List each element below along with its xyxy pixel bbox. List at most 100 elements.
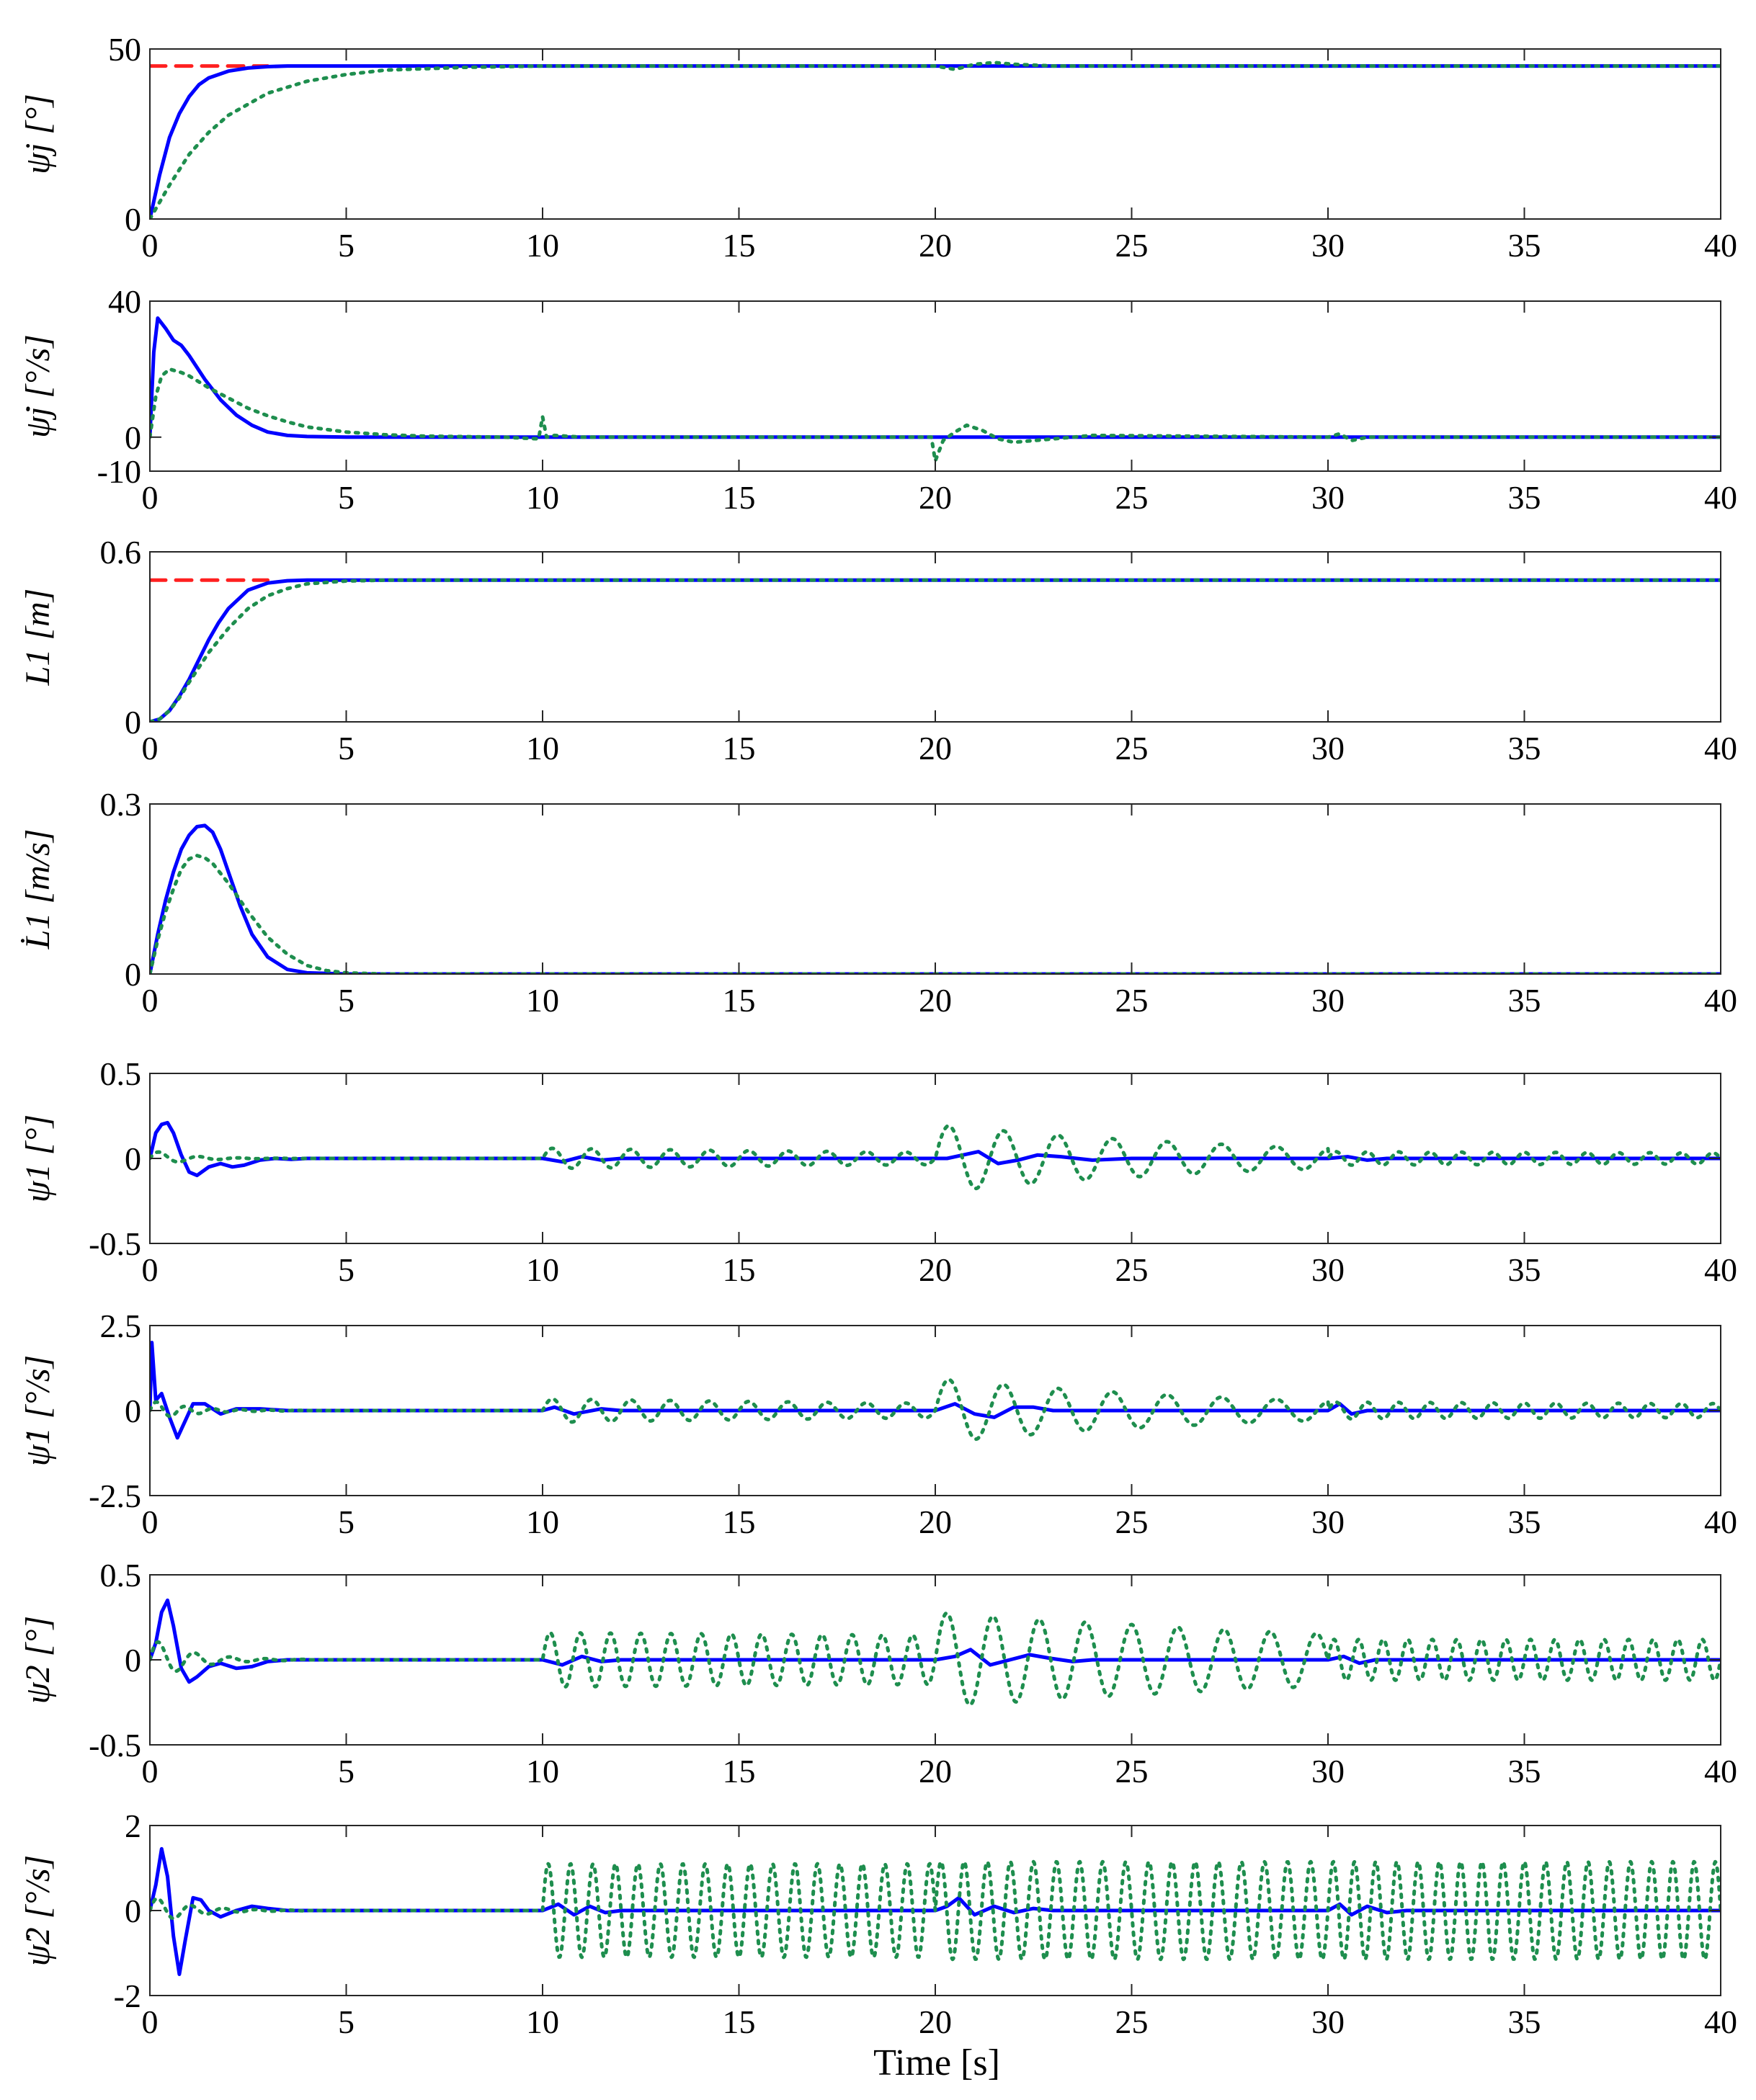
x-tick-label: 5 xyxy=(338,1753,355,1790)
blue-solid-line xyxy=(150,823,1721,974)
x-tick-label: 10 xyxy=(526,1753,559,1790)
y-tick-label: 50 xyxy=(108,31,141,68)
x-tick-label: 0 xyxy=(142,1753,159,1790)
x-tick-label: 5 xyxy=(338,227,355,264)
series-group xyxy=(150,823,1721,974)
green-dotted-line xyxy=(150,578,1721,722)
subplot-2: 0 5 10 15 20 25 30 35 40 -100 40 ψ̇j [°/s] xyxy=(19,283,1737,516)
x-tick-label: 20 xyxy=(919,982,952,1019)
series-group xyxy=(150,1341,1721,1442)
x-tick-label: 15 xyxy=(723,479,756,516)
blue-solid-line xyxy=(150,316,1721,439)
blue-solid-line xyxy=(150,578,1721,722)
x-tick-label: 40 xyxy=(1704,1753,1737,1790)
x-tick-label: 15 xyxy=(723,2003,756,2040)
x-tick-label: 0 xyxy=(142,1251,159,1288)
x-tick-label: 5 xyxy=(338,730,355,767)
x-tick-label: 20 xyxy=(919,1251,952,1288)
subplot-7: 0 5 10 15 20 25 30 35 40-0.500.5ψ2 [°] xyxy=(19,1557,1737,1790)
y-tick-label: 0.5 xyxy=(100,1557,142,1594)
x-tick-label: 0 xyxy=(142,1503,159,1540)
y-tick-label: 0 xyxy=(125,704,141,741)
x-tick-label: 15 xyxy=(723,1503,756,1540)
y-axis-label: ψ̇2 [°/s] xyxy=(19,1855,57,1966)
x-tick-label: 10 xyxy=(526,227,559,264)
y-axis-label: ψj [°] xyxy=(19,94,57,174)
x-tick-label: 10 xyxy=(526,2003,559,2040)
x-tick-label: 15 xyxy=(723,1251,756,1288)
x-tick-label: 35 xyxy=(1508,2003,1541,2040)
y-tick-label: -2 xyxy=(114,1978,141,2014)
subplot-5: 0 5 10 15 20 25 30 35 40-0.500.5ψ1 [°] xyxy=(19,1055,1737,1288)
x-tick-label: 0 xyxy=(142,730,159,767)
y-axis-label: ψ2 [°] xyxy=(19,1616,57,1704)
y-axis-label: L̇1 [m/s] xyxy=(19,829,57,950)
y-tick-label: 2 xyxy=(125,1808,141,1844)
y-tick-label: -0.5 xyxy=(89,1225,141,1262)
x-tick-label: 15 xyxy=(723,1753,756,1790)
subplot-1: 0 5 10 15 20 25 30 35 40 0 50 ψj [°] xyxy=(19,31,1737,264)
x-tick-label: 30 xyxy=(1311,1753,1345,1790)
x-tick-label: 30 xyxy=(1311,227,1345,264)
x-tick-label: 40 xyxy=(1704,479,1737,516)
x-tick-label: 40 xyxy=(1704,1503,1737,1540)
x-tick-label: 0 xyxy=(142,479,159,516)
x-tick-label: 5 xyxy=(338,479,355,516)
x-tick-label: 30 xyxy=(1311,1251,1345,1288)
x-tick-label: 25 xyxy=(1115,227,1149,264)
x-tick-label: 5 xyxy=(338,2003,355,2040)
x-tick-label: 20 xyxy=(919,1753,952,1790)
green-dotted-line xyxy=(150,1377,1721,1442)
x-tick-label: 15 xyxy=(723,227,756,264)
x-tick-label: 25 xyxy=(1115,2003,1149,2040)
y-tick-label: 0.6 xyxy=(100,534,142,571)
y-tick-label: 0 xyxy=(125,1140,141,1177)
x-tick-label: 5 xyxy=(338,1503,355,1540)
x-tick-label: 40 xyxy=(1704,2003,1737,2040)
x-tick-label: 40 xyxy=(1704,982,1737,1019)
axes-frame xyxy=(149,48,1721,220)
green-dotted-line xyxy=(150,1859,1721,1962)
y-tick-label: 0 xyxy=(125,1393,141,1429)
x-tick-label: 20 xyxy=(919,1503,952,1540)
x-tick-label: 30 xyxy=(1311,479,1345,516)
y-axis-label: ψ̇1 [°/s] xyxy=(19,1355,57,1466)
x-tick-label: 0 xyxy=(142,2003,159,2040)
x-tick-label: 10 xyxy=(526,479,559,516)
series-group xyxy=(150,61,1721,219)
y-tick-label: 2.5 xyxy=(100,1308,142,1344)
y-tick-label: 0.3 xyxy=(100,786,142,823)
x-tick-label: 15 xyxy=(723,730,756,767)
x-tick-label: 25 xyxy=(1115,1251,1149,1288)
axes-frame xyxy=(149,300,1721,472)
green-dotted-line xyxy=(150,854,1721,974)
x-tick-label: 35 xyxy=(1508,479,1541,516)
y-axis-label: L1 [m] xyxy=(19,589,57,687)
x-tick-label: 20 xyxy=(919,479,952,516)
y-tick-label: 0 xyxy=(125,419,141,456)
x-axis-label: Time [s] xyxy=(873,2042,1000,2083)
series-group xyxy=(150,316,1721,463)
x-tick-label: 40 xyxy=(1704,1251,1737,1288)
x-tick-label: 40 xyxy=(1704,730,1737,767)
subplot-3: 0 5 10 15 20 25 30 35 40 0 0.6 L1 [m] xyxy=(19,534,1737,767)
x-tick-label: 30 xyxy=(1311,1503,1345,1540)
y-tick-label: -0.5 xyxy=(89,1727,141,1764)
y-tick-label: -2.5 xyxy=(89,1478,141,1514)
x-tick-label: 10 xyxy=(526,730,559,767)
x-tick-label: 0 xyxy=(142,982,159,1019)
y-tick-label: 0 xyxy=(125,1642,141,1679)
x-tick-label: 40 xyxy=(1704,227,1737,264)
y-tick-label: 0 xyxy=(125,1893,141,1929)
x-tick-label: 20 xyxy=(919,227,952,264)
x-tick-label: 25 xyxy=(1115,1503,1149,1540)
green-dotted-line xyxy=(150,367,1721,463)
axes-frame xyxy=(149,803,1721,975)
x-tick-label: 35 xyxy=(1508,1503,1541,1540)
subplot-4: 0 5 10 15 20 25 30 35 40 0 0.3 L̇1 [m/s] xyxy=(19,786,1737,1019)
y-tick-label: 40 xyxy=(108,283,141,320)
subplot-6: 0 5 10 15 20 25 30 35 40-2.502.5ψ̇1 [°/s] xyxy=(19,1308,1737,1540)
x-tick-label: 35 xyxy=(1508,1251,1541,1288)
